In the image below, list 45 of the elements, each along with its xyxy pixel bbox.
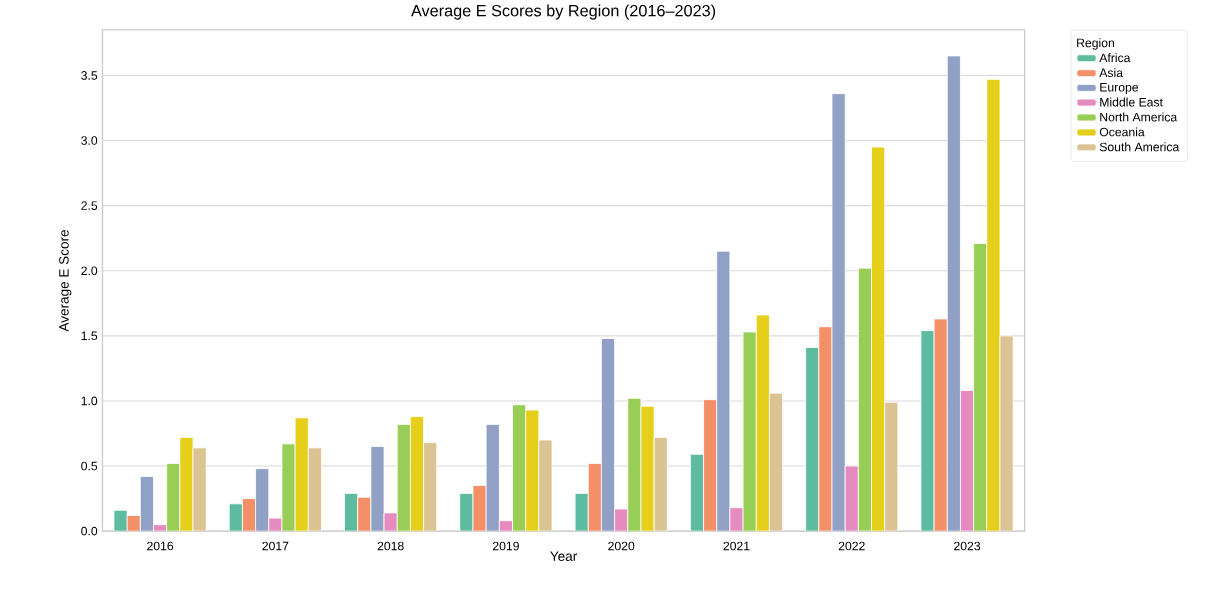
bar xyxy=(742,331,757,532)
bar xyxy=(973,243,988,532)
bar xyxy=(871,146,886,532)
bar xyxy=(857,267,872,532)
legend-label: North America xyxy=(1100,112,1178,122)
legend-label: Middle East xyxy=(1100,97,1163,107)
x-tick-label: 2022 xyxy=(838,541,865,551)
legend-label: Asia xyxy=(1099,68,1123,78)
y-tick-label: 3.0 xyxy=(81,136,98,146)
bar xyxy=(409,416,424,532)
x-tick-label: 2018 xyxy=(377,541,404,551)
legend-label: South America xyxy=(1099,142,1180,152)
y-tick-label: 0.5 xyxy=(81,461,98,471)
y-tick-label: 0.0 xyxy=(81,526,98,536)
x-tick-label: 2019 xyxy=(492,541,519,551)
y-tick-label: 2.5 xyxy=(81,201,98,211)
bar xyxy=(960,390,975,532)
x-tick-label: 2020 xyxy=(608,541,635,551)
y-tick-label: 2.0 xyxy=(81,266,98,276)
y-tick-label: 1.5 xyxy=(81,331,98,341)
bar xyxy=(755,314,770,532)
x-tick-label: 2023 xyxy=(954,541,981,551)
y-tick-label: 1.0 xyxy=(81,396,98,406)
x-tick-label: 2021 xyxy=(723,541,750,551)
legend-label: Oceania xyxy=(1099,127,1145,137)
bar xyxy=(601,338,616,532)
bar xyxy=(485,424,500,532)
bar xyxy=(525,409,540,532)
bar xyxy=(986,79,1001,532)
legend-label: Europe xyxy=(1100,83,1139,95)
x-tick-label: 2016 xyxy=(147,541,174,551)
bar xyxy=(805,347,820,532)
x-axis-title: Year xyxy=(550,551,578,562)
bar xyxy=(396,424,411,532)
bar xyxy=(716,250,731,532)
bar xyxy=(627,398,642,532)
chart-title: Average E Scores by Region (2016–2023) xyxy=(411,4,716,20)
bar xyxy=(831,93,846,532)
bar xyxy=(946,55,961,532)
bar xyxy=(512,404,527,532)
x-tick-label: 2017 xyxy=(262,541,289,551)
legend-label: Africa xyxy=(1099,53,1131,63)
y-axis-title: Average E Score xyxy=(59,230,72,332)
y-tick-label: 3.5 xyxy=(81,71,98,80)
legend-title: Region xyxy=(1077,38,1114,50)
